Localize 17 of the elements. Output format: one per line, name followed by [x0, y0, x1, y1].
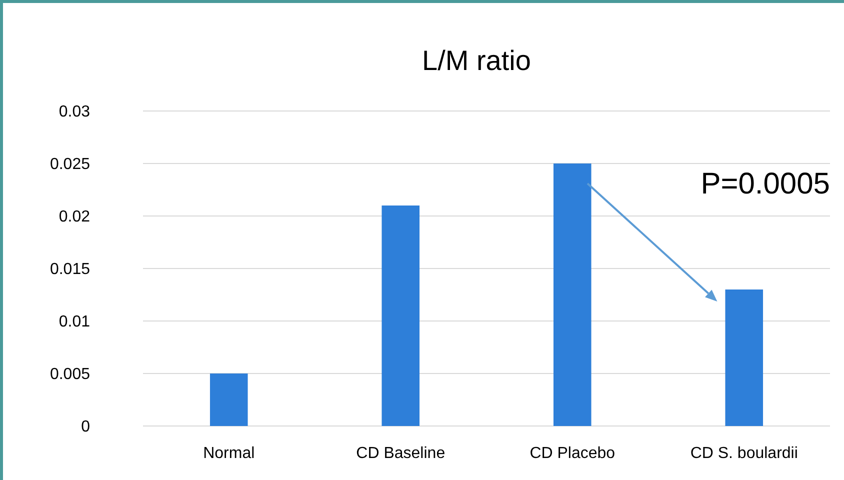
bar [725, 290, 764, 426]
y-tick-label: 0 [81, 418, 90, 436]
x-tick-label: CD S. boulardii [690, 445, 798, 462]
x-tick-label: Normal [203, 445, 255, 462]
bar [382, 206, 420, 426]
x-tick-label: CD Baseline [356, 445, 446, 462]
bar [553, 164, 592, 426]
x-tick-label: CD Placebo [530, 445, 616, 462]
y-tick-label: 0.025 [50, 156, 90, 174]
y-tick-label: 0.03 [58, 104, 90, 121]
bar [210, 374, 248, 426]
y-tick-label: 0.02 [58, 208, 90, 226]
y-tick-label: 0.005 [50, 366, 90, 384]
y-tick-label: 0.01 [58, 314, 90, 331]
y-tick-label: 0.015 [50, 261, 90, 278]
annotation: P=0.0005 [700, 168, 830, 200]
chart-title: L/M ratio [422, 45, 531, 76]
